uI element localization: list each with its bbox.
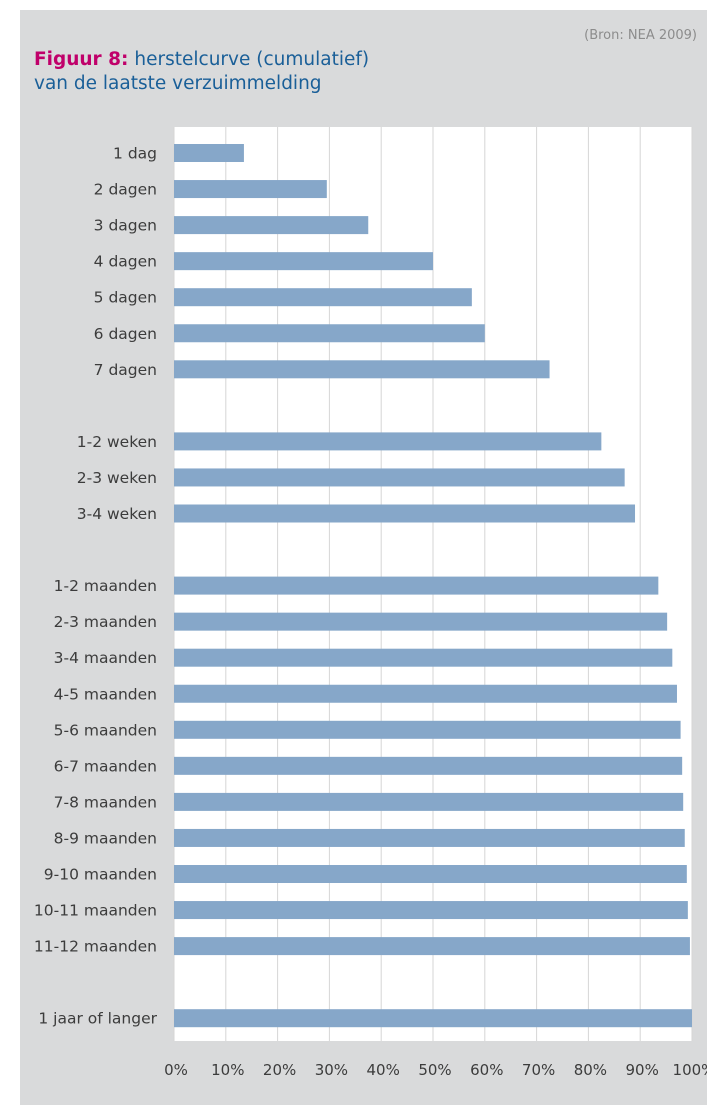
source-note: (Bron: NEA 2009) [584, 28, 697, 43]
category-label: 4-5 maanden [54, 685, 157, 703]
bar [174, 144, 244, 162]
bar [174, 468, 625, 487]
x-tick-label: 0% [164, 1061, 188, 1079]
bar [174, 828, 685, 847]
category-labels: 1 dag 2 dagen 3 dagen 4 dagen 5 dagen 6 dagen… [34, 145, 158, 1028]
figure-label: Figuur 8: [34, 49, 129, 70]
bar [174, 504, 636, 523]
x-tick-label: 50% [418, 1061, 451, 1079]
category-label: 10-11 maanden [34, 902, 157, 920]
bar [174, 865, 687, 883]
category-label: 1-2 weken [77, 433, 157, 451]
category-label: 6 dagen [94, 325, 157, 343]
bar [174, 180, 327, 199]
category-label: 6-7 maanden [54, 757, 157, 775]
x-tick-label: 70% [522, 1061, 555, 1079]
category-label: 3-4 maanden [54, 649, 157, 667]
title-line-2: van de laatste verzuimmelding [34, 73, 322, 94]
bar [174, 432, 602, 451]
x-tick-label: 40% [367, 1061, 400, 1079]
bar [174, 324, 485, 343]
category-label: 9-10 maanden [44, 866, 157, 884]
figure-title: Figuur 8: herstelcurve (cumulatief) van d… [34, 48, 369, 96]
category-label: 5-6 maanden [54, 721, 157, 739]
category-label: 7-8 maanden [54, 793, 157, 811]
x-tick-label: 10% [211, 1061, 244, 1079]
category-label: 1-2 maanden [54, 577, 157, 595]
category-label: 5 dagen [94, 289, 157, 307]
bars [174, 144, 692, 1028]
category-label: 11-12 maanden [34, 938, 157, 956]
bar [174, 901, 688, 920]
x-tick-labels: 0% 10% 20% 30% 40% 50% 60% 70% 80% 90% 100% [164, 1061, 707, 1079]
x-tick-label: 60% [470, 1061, 503, 1079]
bar [174, 792, 684, 811]
bar [174, 937, 690, 956]
bar [174, 1009, 692, 1028]
x-tick-label: 80% [574, 1061, 607, 1079]
bar [174, 720, 681, 739]
category-label: 1 jaar of langer [38, 1010, 157, 1028]
bar [174, 756, 683, 775]
bar [174, 648, 673, 667]
category-label: 7 dagen [94, 361, 157, 379]
category-label: 2 dagen [94, 181, 157, 199]
x-tick-label: 100% [673, 1061, 707, 1079]
bar [174, 288, 472, 307]
bar [174, 576, 659, 595]
bar [174, 612, 668, 631]
bar [174, 216, 369, 235]
title-line-1: herstelcurve (cumulatief) [134, 49, 370, 70]
bar [174, 360, 550, 379]
category-label: 2-3 weken [77, 469, 157, 487]
x-tick-label: 20% [263, 1061, 296, 1079]
category-label: 3 dagen [94, 217, 157, 235]
category-label: 1 dag [113, 145, 157, 163]
bar [174, 252, 433, 271]
x-tick-label: 90% [626, 1061, 659, 1079]
category-label: 3-4 weken [77, 505, 157, 523]
category-label: 8-9 maanden [54, 829, 157, 847]
bar [174, 684, 677, 703]
category-label: 4 dagen [94, 253, 157, 271]
x-tick-label: 30% [315, 1061, 348, 1079]
category-label: 2-3 maanden [54, 613, 157, 631]
